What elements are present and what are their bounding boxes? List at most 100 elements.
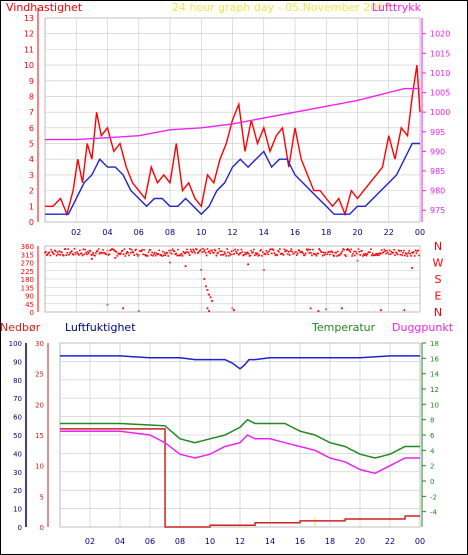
direction-point xyxy=(339,253,342,255)
direction-point xyxy=(68,253,70,256)
direction-point xyxy=(212,252,215,254)
direction-point xyxy=(222,253,225,256)
direction-point xyxy=(153,253,155,255)
series-magenta-line xyxy=(45,87,420,141)
direction-point xyxy=(245,253,247,256)
direction-point xyxy=(128,254,130,257)
direction-point xyxy=(52,252,54,254)
direction-point xyxy=(208,310,210,312)
direction-point xyxy=(229,253,232,256)
direction-point xyxy=(266,251,269,254)
temperature-y-tick-label: 4 xyxy=(430,447,435,455)
direction-point xyxy=(247,263,250,266)
direction-point xyxy=(45,251,47,253)
temperature-y-tick-label: 14 xyxy=(430,371,439,379)
direction-point xyxy=(313,253,316,256)
direction-point xyxy=(54,249,56,252)
direction-point xyxy=(259,249,261,252)
direction-point xyxy=(126,250,128,253)
direction-point xyxy=(223,251,226,254)
direction-point xyxy=(180,253,183,255)
temperature-y-tick-label: -2 xyxy=(430,493,437,501)
direction-point xyxy=(257,255,260,257)
direction-point xyxy=(48,251,51,254)
direction-point xyxy=(375,252,378,255)
direction-point xyxy=(148,249,151,251)
direction-point xyxy=(305,248,308,251)
direction-point xyxy=(317,252,320,255)
compass-label: N xyxy=(434,306,442,319)
direction-point xyxy=(371,252,374,255)
direction-point xyxy=(125,252,128,255)
direction-point xyxy=(335,251,337,254)
direction-point xyxy=(240,248,243,251)
direction-point xyxy=(307,248,310,251)
direction-point xyxy=(203,250,205,253)
direction-point xyxy=(92,251,95,254)
direction-point xyxy=(410,255,412,257)
humidity-y-tick-label: 10 xyxy=(13,506,22,514)
direction-point xyxy=(151,251,153,254)
direction-point xyxy=(256,252,259,255)
direction-point xyxy=(212,251,214,254)
direction-point xyxy=(304,252,307,255)
direction-point xyxy=(374,254,377,256)
direction-point xyxy=(395,251,397,254)
direction-point xyxy=(104,252,106,254)
direction-point xyxy=(190,250,193,253)
direction-point xyxy=(342,248,345,250)
direction-point xyxy=(170,249,172,252)
direction-point xyxy=(404,254,406,257)
direction-point xyxy=(341,250,344,252)
direction-point xyxy=(63,248,66,250)
direction-point xyxy=(401,254,403,257)
direction-point xyxy=(193,250,195,252)
direction-point xyxy=(227,251,229,254)
direction-point xyxy=(282,254,285,256)
wind-x-tick-label: 00 xyxy=(415,228,425,237)
direction-point xyxy=(411,267,414,269)
direction-point xyxy=(160,254,162,256)
direction-point xyxy=(248,255,251,257)
direction-point xyxy=(290,248,293,250)
direction-point xyxy=(312,252,315,255)
direction-point xyxy=(349,251,352,253)
direction-point xyxy=(338,254,341,257)
wind-y-tick-label: 9 xyxy=(29,77,34,86)
direction-point xyxy=(314,253,317,256)
direction-point xyxy=(323,254,326,256)
direction-point xyxy=(333,255,336,257)
direction-point xyxy=(214,249,217,252)
direction-point xyxy=(409,252,411,255)
direction-point xyxy=(343,248,345,251)
direction-point xyxy=(110,248,112,251)
direction-point xyxy=(312,248,314,251)
temperature-y-tick-label: 10 xyxy=(430,401,439,409)
direction-point xyxy=(206,307,209,310)
direction-point xyxy=(107,254,110,256)
direction-point xyxy=(197,251,200,254)
direction-point xyxy=(132,251,135,254)
direction-point xyxy=(309,307,312,310)
wind-x-tick-label: 22 xyxy=(384,228,394,237)
direction-point xyxy=(239,252,242,254)
direction-point xyxy=(381,251,384,254)
direction-point xyxy=(400,249,403,252)
direction-y-tick-label: 45 xyxy=(25,301,34,309)
wind-x-tick-label: 06 xyxy=(134,228,144,237)
direction-point xyxy=(273,252,276,254)
direction-point xyxy=(70,251,72,253)
direction-point xyxy=(293,252,295,255)
direction-point xyxy=(395,252,398,254)
direction-point xyxy=(93,254,95,257)
direction-point xyxy=(287,253,289,255)
direction-point xyxy=(304,254,306,256)
direction-point xyxy=(208,250,211,253)
direction-point xyxy=(224,252,227,255)
direction-point xyxy=(255,253,258,256)
direction-point xyxy=(241,251,244,253)
direction-point xyxy=(179,254,181,257)
direction-point xyxy=(85,251,87,254)
direction-point xyxy=(350,248,353,251)
wind-y-tick-label: 2 xyxy=(29,187,34,196)
